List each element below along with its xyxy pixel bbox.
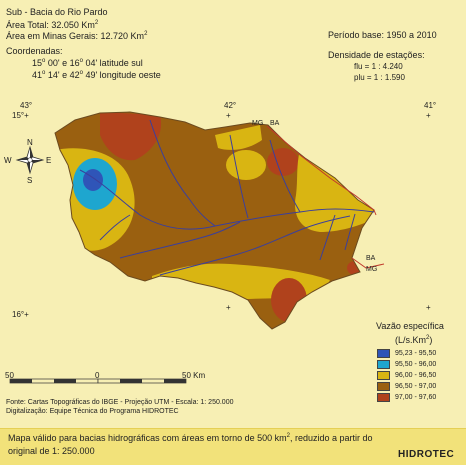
validity-note-line1: Mapa válido para bacias hidrográficas co… — [8, 433, 373, 443]
latitude-15-label: 15°+ — [12, 111, 29, 120]
main-river — [79, 169, 375, 230]
legend-swatch — [377, 349, 390, 358]
station-density-title: Densidade de estações: — [328, 50, 425, 60]
zone-95-23-95-50 — [83, 169, 103, 191]
validity-note-bar: Mapa válido para bacias hidrográficas co… — [0, 428, 466, 465]
compass-east-label: E — [46, 156, 52, 165]
river-tributary-1 — [149, 119, 216, 227]
legend-label: 95,50 - 96,00 — [395, 361, 437, 368]
legend-label: 95,23 - 95,50 — [395, 350, 437, 357]
scale-bar — [9, 378, 187, 384]
zone-97-00-97-60-northeast — [267, 148, 299, 176]
legend-item: 96,50 - 97,00 — [377, 381, 436, 392]
map-title: Sub - Bacia do Rio Pardo — [6, 7, 108, 17]
longitude-range: 41o 14' e 42o 49' longitude oeste — [32, 70, 161, 80]
state-label-mg-right: MG — [366, 266, 378, 273]
base-period: Período base: 1950 a 2010 — [328, 30, 437, 40]
validity-note-line2: original de 1: 250.000 — [8, 446, 95, 456]
compass-rose-icon — [15, 145, 45, 175]
river-network — [79, 119, 375, 276]
zone-96-00-96-50-north-2 — [215, 125, 262, 150]
basin-map — [9, 111, 385, 384]
legend-item: 96,00 - 96,50 — [377, 370, 436, 381]
legend-item: 95,50 - 96,00 — [377, 359, 436, 370]
source-note: Fonte: Cartas Topográficas do IBGE - Pro… — [6, 399, 234, 406]
compass-north-label: N — [27, 138, 33, 147]
grid-cross-42: + — [226, 111, 231, 120]
legend-swatch — [377, 371, 390, 380]
state-border — [266, 125, 385, 269]
area-mg: Área em Minas Gerais: 12.720 Km2 — [6, 31, 148, 41]
basin-outline — [54, 111, 375, 330]
compass-south-label: S — [27, 176, 33, 185]
latitude-range: 15o 00' e 16o 04' latitude sul — [32, 58, 143, 68]
station-density-plu: plu = 1 : 1.590 — [354, 73, 405, 82]
river-tributary-2 — [229, 134, 249, 219]
river-tributary-7 — [344, 213, 356, 251]
longitude-43-label: 43° — [20, 101, 33, 110]
river-tributary-4 — [119, 221, 241, 259]
grid-cross-42-south: + — [226, 303, 231, 312]
state-label-mg-top: MG — [252, 120, 264, 127]
flow-zones — [55, 112, 374, 329]
area-total: Área Total: 32.050 Km2 — [6, 20, 99, 30]
river-tributary-3 — [269, 139, 301, 213]
longitude-42-label: 42° — [224, 101, 237, 110]
zone-96-00-96-50-east — [295, 150, 374, 232]
legend-item: 97,00 - 97,60 — [377, 392, 436, 403]
scale-label-zero: 0 — [95, 371, 100, 380]
legend-item: 95,23 - 95,50 — [377, 348, 436, 359]
legend-label: 96,50 - 97,00 — [395, 383, 437, 390]
compass-west-label: W — [4, 156, 12, 165]
legend-swatch — [377, 382, 390, 391]
zone-97-00-97-60-north — [100, 112, 162, 161]
legend-label: 96,00 - 96,50 — [395, 372, 437, 379]
legend-title: Vazão específica — [376, 321, 444, 331]
zone-96-00-96-50-north — [226, 150, 266, 180]
legend-swatch — [377, 360, 390, 369]
station-density-flu: flu = 1 : 4.240 — [354, 62, 403, 71]
latitude-16-label: 16°+ — [12, 310, 29, 319]
river-tributary-6 — [319, 214, 336, 261]
scale-label-left: 50 — [5, 371, 14, 380]
grid-cross-41: + — [426, 111, 431, 120]
grid-cross-41-south: + — [426, 303, 431, 312]
river-tributary-5 — [159, 215, 351, 276]
hidrotec-brand: HIDROTEC — [398, 449, 455, 460]
legend-label: 97,00 - 97,60 — [395, 394, 437, 401]
river-tributary-8 — [99, 214, 131, 241]
legend-unit: (L/s.Km2) — [395, 335, 433, 345]
coordinates-title: Coordenadas: — [6, 46, 63, 56]
state-label-ba-right: BA — [366, 255, 376, 262]
digitization-note: Digitalização: Equipe Técnica do Program… — [6, 408, 179, 415]
longitude-41-label: 41° — [424, 101, 437, 110]
legend-swatch — [377, 393, 390, 402]
scale-label-right: 50 Km — [182, 371, 206, 380]
state-label-ba-top: BA — [270, 120, 280, 127]
